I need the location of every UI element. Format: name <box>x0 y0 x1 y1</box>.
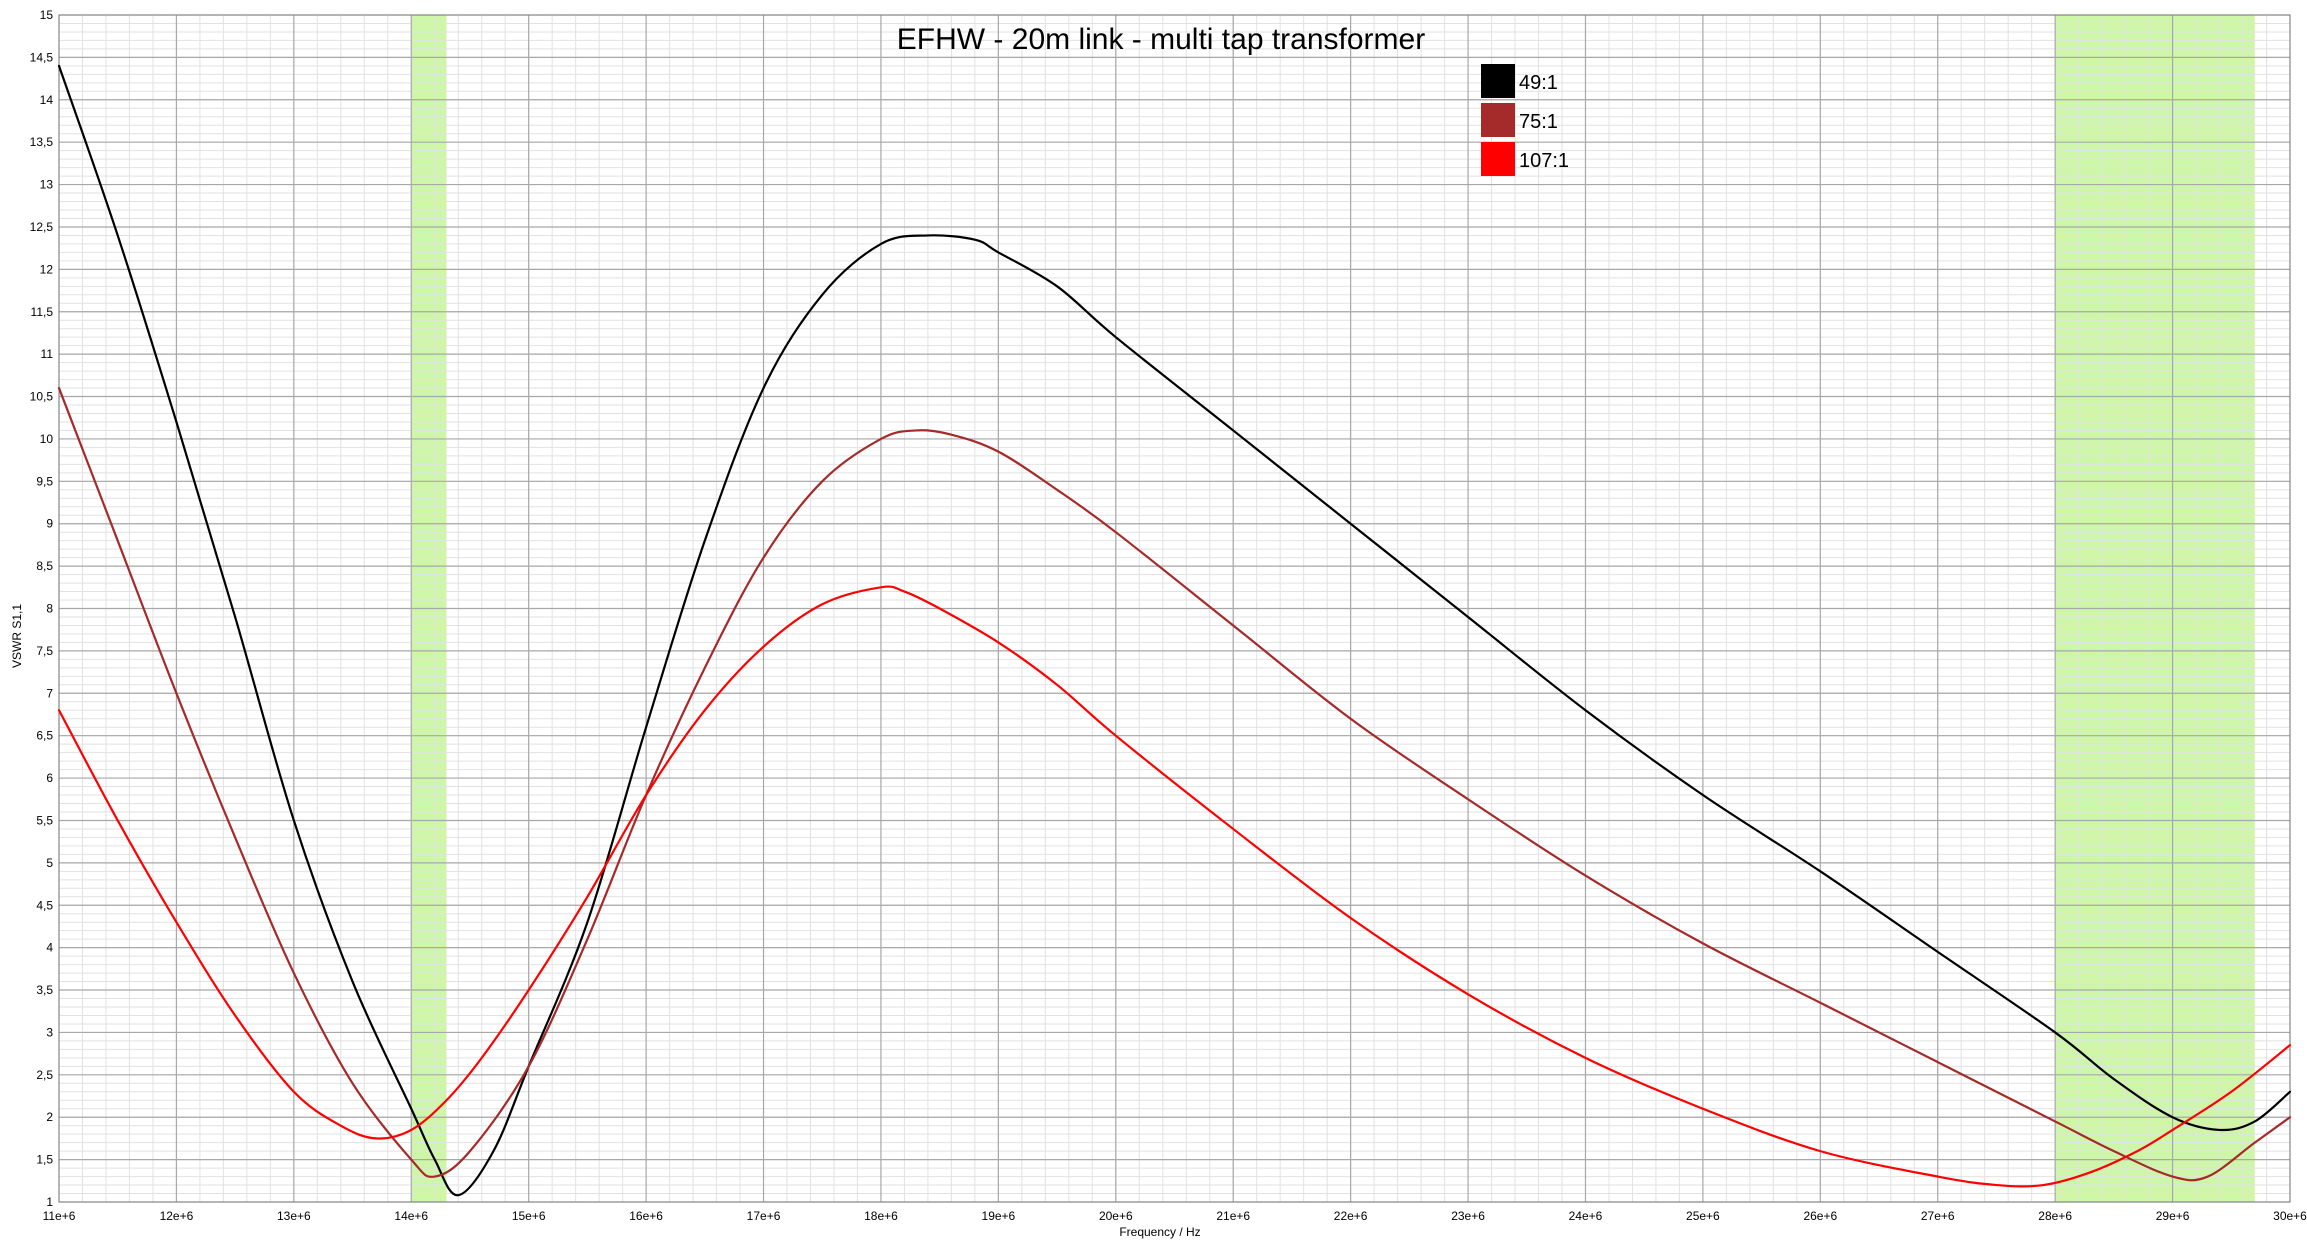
y-tick-label: 4,5 <box>36 898 53 912</box>
plot-frame <box>58 14 2291 1203</box>
x-tick-label: 17e+6 <box>747 1209 781 1223</box>
y-tick-label: 13 <box>40 178 54 192</box>
x-tick-label: 28e+6 <box>2038 1209 2072 1223</box>
y-tick-label: 4 <box>46 941 53 955</box>
series-line-75-to-1 <box>57 386 2292 1182</box>
y-tick-label: 10,5 <box>30 390 54 404</box>
x-tick-label: 16e+6 <box>629 1209 663 1223</box>
y-tick-label: 1 <box>46 1195 53 1209</box>
x-tick-label: 13e+6 <box>277 1209 311 1223</box>
x-tick-labels: 11e+6 12e+6 13e+6 14e+6 15e+6 16e+6 17e+6 18e+6… <box>43 1209 2307 1223</box>
x-tick-label: 14e+6 <box>394 1209 428 1223</box>
x-tick-label: 11e+6 <box>43 1209 76 1223</box>
x-tick-label: 21e+6 <box>1216 1209 1250 1223</box>
series-lines <box>57 64 2292 1197</box>
y-tick-label: 1,5 <box>36 1153 53 1167</box>
x-tick-label: 30e+6 <box>2273 1209 2307 1223</box>
y-tick-label: 3,5 <box>36 983 53 997</box>
chart-title: EFHW - 20m link - multi tap transformer <box>897 23 1425 56</box>
y-tick-label: 7 <box>46 686 53 700</box>
y-tick-label: 14,5 <box>30 50 54 64</box>
series-line-107-to-1 <box>57 585 2292 1188</box>
x-tick-label: 25e+6 <box>1686 1209 1720 1223</box>
y-tick-label: 11,5 <box>31 305 54 319</box>
y-tick-label: 2,5 <box>36 1068 53 1082</box>
y-tick-label: 2 <box>46 1110 53 1124</box>
y-tick-label: 5 <box>46 856 53 870</box>
x-tick-label: 20e+6 <box>1099 1209 1133 1223</box>
y-tick-label: 9 <box>46 517 53 531</box>
legend-label: 107:1 <box>1519 150 1569 172</box>
y-tick-label: 3 <box>46 1025 53 1039</box>
legend-label: 75:1 <box>1519 111 1558 133</box>
y-tick-label: 13,5 <box>30 135 54 149</box>
y-tick-label: 11 <box>41 347 54 361</box>
y-tick-label: 14 <box>40 93 54 107</box>
y-tick-label: 7,5 <box>36 644 53 658</box>
legend-swatch <box>1481 64 1515 98</box>
major-grid <box>58 14 2291 1203</box>
x-tick-label: 29e+6 <box>2156 1209 2190 1223</box>
y-tick-label: 9,5 <box>36 474 53 488</box>
y-tick-labels: 11,522,533,544,555,566,577,588,599,51010… <box>30 8 54 1209</box>
y-tick-label: 5,5 <box>36 813 53 827</box>
x-tick-label: 18e+6 <box>864 1209 898 1223</box>
y-tick-label: 8,5 <box>36 559 53 573</box>
y-axis-label: VSWR S1,1 <box>10 604 24 668</box>
y-tick-label: 6,5 <box>36 729 53 743</box>
y-tick-label: 8 <box>46 602 53 616</box>
y-tick-label: 12 <box>40 262 54 276</box>
series-line-49-to-1 <box>57 64 2292 1197</box>
y-tick-label: 10 <box>40 432 54 446</box>
x-tick-label: 27e+6 <box>1921 1209 1955 1223</box>
x-tick-label: 24e+6 <box>1569 1209 1603 1223</box>
legend-swatch <box>1481 142 1515 176</box>
x-axis-label: Frequency / Hz <box>1119 1225 1200 1239</box>
x-tick-label: 12e+6 <box>160 1209 194 1223</box>
y-tick-label: 15 <box>40 8 54 22</box>
x-tick-label: 23e+6 <box>1451 1209 1485 1223</box>
y-tick-label: 6 <box>46 771 53 785</box>
legend: 49:1 75:1 107:1 <box>1481 64 1569 176</box>
x-tick-label: 26e+6 <box>1803 1209 1837 1223</box>
x-tick-label: 22e+6 <box>1334 1209 1368 1223</box>
x-tick-label: 15e+6 <box>512 1209 546 1223</box>
legend-label: 49:1 <box>1519 72 1558 94</box>
x-tick-label: 19e+6 <box>982 1209 1016 1223</box>
legend-swatch <box>1481 103 1515 137</box>
y-tick-label: 12,5 <box>30 220 54 234</box>
